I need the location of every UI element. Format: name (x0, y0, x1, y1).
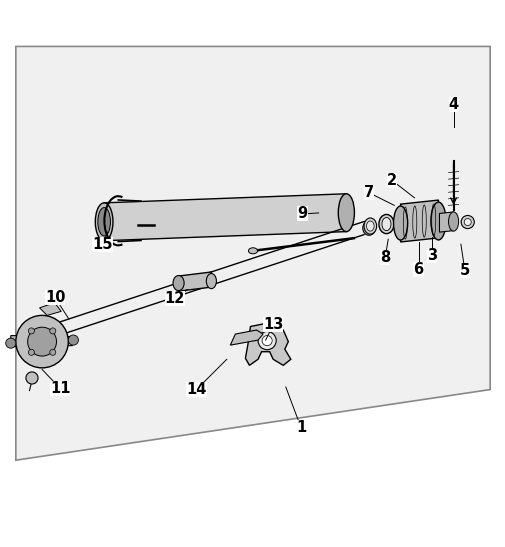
Polygon shape (104, 194, 345, 241)
Ellipse shape (97, 207, 110, 236)
Ellipse shape (381, 218, 390, 231)
Polygon shape (11, 335, 72, 347)
Text: 3: 3 (426, 248, 436, 263)
Ellipse shape (447, 212, 458, 231)
Ellipse shape (430, 202, 445, 240)
Text: 15: 15 (92, 237, 113, 252)
Circle shape (262, 335, 272, 346)
Text: 11: 11 (50, 381, 70, 396)
Polygon shape (230, 330, 263, 345)
Text: 6: 6 (413, 262, 423, 277)
Ellipse shape (393, 206, 407, 240)
Circle shape (28, 327, 57, 356)
Text: 7: 7 (363, 185, 373, 200)
Circle shape (28, 328, 34, 334)
Circle shape (16, 316, 68, 368)
Polygon shape (39, 303, 61, 316)
Circle shape (26, 372, 38, 384)
Ellipse shape (173, 276, 184, 290)
Circle shape (49, 328, 56, 334)
Ellipse shape (206, 274, 216, 289)
Circle shape (68, 335, 78, 345)
Text: 8: 8 (379, 250, 389, 265)
Circle shape (460, 216, 473, 229)
Ellipse shape (362, 221, 375, 235)
Polygon shape (400, 200, 437, 242)
Polygon shape (16, 46, 489, 460)
Text: 5: 5 (459, 264, 469, 278)
Ellipse shape (248, 248, 257, 254)
Circle shape (463, 218, 470, 225)
Polygon shape (245, 323, 290, 365)
Text: 10: 10 (45, 290, 65, 305)
Text: 2: 2 (386, 173, 396, 188)
Text: 4: 4 (448, 97, 458, 112)
Text: 14: 14 (186, 382, 206, 397)
Ellipse shape (338, 194, 354, 231)
Ellipse shape (363, 218, 376, 234)
Ellipse shape (95, 203, 113, 241)
Polygon shape (178, 272, 211, 291)
Text: 13: 13 (263, 317, 283, 333)
Circle shape (28, 350, 34, 356)
Circle shape (258, 331, 276, 350)
Text: 12: 12 (164, 291, 185, 306)
Ellipse shape (378, 214, 393, 234)
Circle shape (6, 338, 16, 348)
Text: 1: 1 (295, 420, 306, 435)
Polygon shape (438, 212, 452, 232)
Circle shape (49, 350, 56, 356)
Ellipse shape (366, 221, 373, 231)
Text: 9: 9 (297, 206, 307, 222)
